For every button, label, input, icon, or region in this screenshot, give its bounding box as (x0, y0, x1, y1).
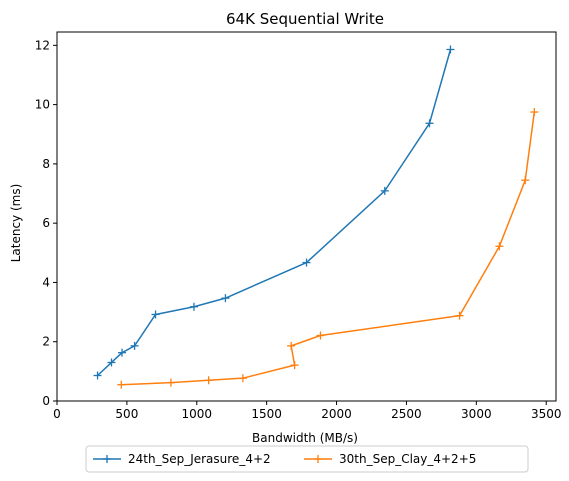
data-point-jerasure (117, 348, 126, 357)
data-point-clay (117, 380, 126, 389)
data-point-jerasure (107, 358, 116, 367)
y-tick-label: 0 (42, 394, 50, 408)
x-tick-label: 1500 (251, 407, 282, 421)
x-axis-label: Bandwidth (MB/s) (252, 431, 358, 445)
x-tick-label: 0 (53, 407, 61, 421)
x-tick-label: 3000 (461, 407, 492, 421)
data-point-jerasure (189, 302, 198, 311)
x-tick-label: 500 (115, 407, 138, 421)
x-tick-label: 1000 (182, 407, 213, 421)
y-tick-label: 12 (35, 38, 50, 52)
legend-marker-clay (314, 455, 322, 463)
legend-label-jerasure: 24th_Sep_Jerasure_4+2 (128, 452, 271, 466)
data-point-clay (521, 176, 530, 185)
data-point-jerasure (130, 341, 139, 350)
data-point-clay (238, 374, 247, 383)
x-tick-label: 2000 (321, 407, 352, 421)
legend-marker-jerasure (103, 455, 111, 463)
legend-marker-point (103, 455, 111, 463)
y-tick-label: 6 (42, 216, 50, 230)
series-line-clay (121, 111, 536, 386)
y-axis-label: Latency (ms) (9, 184, 23, 263)
y-tick-label: 8 (42, 157, 50, 171)
legend-label-clay: 30th_Sep_Clay_4+2+5 (339, 452, 476, 466)
data-point-jerasure (446, 45, 455, 54)
data-point-clay (166, 378, 175, 387)
legend: 24th_Sep_Jerasure_4+2 30th_Sep_Clay_4+2+… (85, 445, 529, 473)
x-tick-label: 2500 (391, 407, 422, 421)
data-point-jerasure (425, 119, 434, 128)
data-point-clay (495, 242, 504, 251)
data-point-clay (530, 108, 539, 117)
y-tick-label: 10 (35, 98, 50, 112)
data-point-clay (316, 331, 325, 340)
data-point-jerasure (302, 258, 311, 267)
data-point-clay (287, 341, 296, 350)
data-point-jerasure (93, 371, 102, 380)
data-point-jerasure (221, 294, 230, 303)
y-tick-label: 4 (42, 275, 50, 289)
data-point-clay (455, 311, 464, 320)
data-point-jerasure (151, 310, 160, 319)
chart-title: 64K Sequential Write (226, 10, 384, 28)
x-tick-label: 3500 (531, 407, 562, 421)
data-point-clay (204, 376, 213, 385)
plot-frame (56, 31, 557, 402)
data-point-jerasure (380, 186, 389, 195)
y-tick-label: 2 (42, 335, 50, 349)
series-line-jerasure (97, 49, 452, 377)
data-point-clay (290, 361, 299, 370)
legend-marker-point (314, 455, 322, 463)
